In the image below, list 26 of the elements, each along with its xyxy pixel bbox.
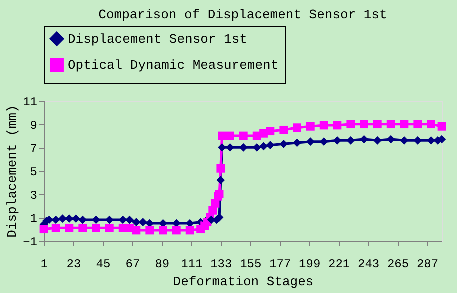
y-axis-title: Displacement (mm) xyxy=(5,105,20,238)
x-tick-label: 67 xyxy=(126,258,140,272)
legend-label: Displacement Sensor 1st xyxy=(68,32,248,47)
x-tick-label: 221 xyxy=(328,258,350,272)
y-tick-label: −1 xyxy=(23,236,38,250)
y-tick-label: 7 xyxy=(30,142,38,156)
y-tick-label: 11 xyxy=(23,96,38,110)
x-tick-label: 177 xyxy=(270,258,292,272)
y-tick-label: 1 xyxy=(30,212,38,226)
x-tick-label: 23 xyxy=(66,258,82,272)
chart-title: Comparison of Displacement Sensor 1st xyxy=(98,8,388,22)
x-tick-label: 1 xyxy=(40,258,48,272)
x-tick-label: 45 xyxy=(96,258,111,272)
x-tick-label: 155 xyxy=(240,258,262,272)
x-tick-label: 265 xyxy=(387,258,410,272)
x-tick-label: 89 xyxy=(155,258,170,272)
x-tick-label: 287 xyxy=(416,258,439,272)
x-tick-label: 111 xyxy=(181,258,203,272)
x-tick-label: 243 xyxy=(358,258,380,272)
y-tick-label: 3 xyxy=(30,188,38,203)
legend-label: Optical Dynamic Measurement xyxy=(68,58,279,73)
x-axis-title: Deformation Stages xyxy=(173,274,314,290)
x-tick-label: 133 xyxy=(210,258,232,272)
x-tick-label: 199 xyxy=(299,258,321,272)
y-tick-label: 5 xyxy=(30,166,38,180)
y-tick-label: 9 xyxy=(30,118,38,133)
